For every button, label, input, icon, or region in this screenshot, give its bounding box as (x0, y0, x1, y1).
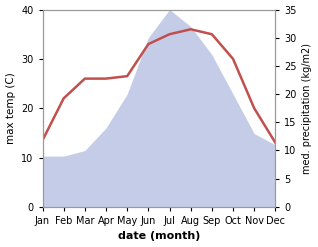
Y-axis label: med. precipitation (kg/m2): med. precipitation (kg/m2) (302, 43, 313, 174)
Y-axis label: max temp (C): max temp (C) (5, 72, 16, 144)
X-axis label: date (month): date (month) (118, 231, 200, 242)
